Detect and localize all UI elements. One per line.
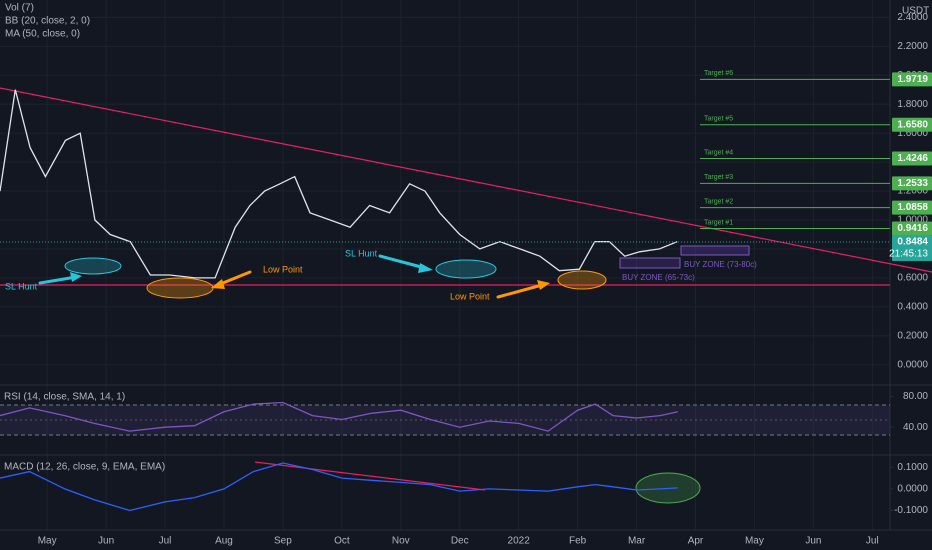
x-tick-label: Oct (334, 536, 350, 547)
target-label: Target #6 (704, 70, 733, 77)
pane-title: RSI (14, close, SMA, 14, 1) (4, 392, 125, 403)
target-label: Target #2 (704, 198, 733, 205)
price-label: 1.0858 (897, 202, 928, 213)
pane-title: MACD (12, 26, close, 9, EMA, EMA) (4, 462, 165, 473)
annotation: BUY ZONE (73-80c) (684, 260, 757, 269)
y-tick-label: 80.00 (903, 391, 928, 402)
x-tick-label: Dec (451, 536, 469, 547)
x-tick-label: Nov (392, 536, 410, 547)
legend-item: MA (50, close, 0) (5, 29, 80, 40)
x-tick-label: Mar (628, 536, 646, 547)
y-tick-label: 0.2000 (897, 330, 928, 341)
last-price-bg (892, 234, 932, 261)
arrow-head (418, 263, 433, 273)
price-line (0, 89, 678, 279)
y-tick-label: 0.1000 (897, 462, 928, 473)
price-label-bg (892, 151, 932, 166)
target-label: Target #1 (704, 219, 733, 226)
price-label-bg (892, 72, 932, 87)
arrow (38, 275, 78, 285)
macd-trend-line (254, 461, 486, 491)
x-tick-label: May (38, 536, 57, 547)
arrow (216, 270, 252, 287)
price-label: 0.9416 (897, 223, 928, 234)
legend-item: Vol (7) (5, 3, 34, 14)
y-tick-label: 1.2000 (897, 186, 928, 197)
y-tick-label: 40.00 (903, 422, 928, 433)
y-tick-label: 1.0000 (897, 215, 928, 226)
y-tick-label: 0.0000 (897, 359, 928, 370)
arrow-head (211, 279, 225, 289)
y-tick-label: 1.8000 (897, 99, 928, 110)
x-tick-label: Sep (274, 536, 292, 547)
highlight (435, 259, 497, 279)
price-label: 1.6580 (897, 119, 928, 130)
price-label: 1.9719 (897, 74, 928, 85)
currency: USDT (902, 6, 929, 17)
x-tick-label: Jun (98, 536, 114, 547)
price-label-bg (892, 117, 932, 132)
annotation: SL Hunt (345, 248, 378, 258)
y-tick-label: -0.1000 (894, 505, 928, 516)
target-label: Target #5 (704, 116, 733, 123)
price-line (0, 401, 678, 432)
x-tick-label: Apr (688, 536, 704, 547)
buy-zone (680, 245, 750, 256)
trend-line (0, 87, 932, 273)
last-price-label: 0.8484 (897, 237, 928, 248)
annotation: Low Point (450, 291, 490, 301)
x-tick-label: Jul (866, 536, 879, 547)
x-tick-label: Feb (569, 536, 587, 547)
annotation: SL Hunt (5, 281, 38, 291)
x-tick-label: 2022 (508, 536, 531, 547)
y-tick-label: 2.4000 (897, 12, 928, 23)
x-tick-label: Aug (215, 536, 233, 547)
x-tick-label: Jun (805, 536, 821, 547)
price-label-bg (892, 221, 932, 236)
legend-item: BB (20, close, 2, 0) (5, 16, 90, 27)
grid (0, 0, 890, 530)
highlight (146, 277, 214, 299)
price-label-bg (892, 200, 932, 215)
arrow-head (70, 272, 82, 282)
price-label: 1.2533 (897, 178, 928, 189)
x-tick-label: May (745, 536, 764, 547)
target-label: Target #4 (704, 149, 733, 156)
y-tick-label: 2.2000 (897, 41, 928, 52)
price-line (0, 462, 678, 512)
buy-zone (619, 257, 681, 269)
countdown: 21:45:13 (889, 249, 928, 260)
highlight (557, 270, 607, 290)
arrow (378, 254, 427, 270)
y-tick-label: 0.6000 (897, 273, 928, 284)
arrow-head (537, 280, 550, 290)
price-label-bg (892, 176, 932, 191)
x-tick-label: Jul (159, 536, 172, 547)
y-tick-label: 0.4000 (897, 301, 928, 312)
target-label: Target #3 (704, 174, 733, 181)
price-label: 1.4246 (897, 153, 928, 164)
annotation: BUY ZONE (65-73c) (622, 273, 695, 282)
arrow (496, 283, 544, 299)
highlight (64, 257, 122, 275)
y-tick-label: 1.6000 (897, 128, 928, 139)
annotation: Low Point (263, 264, 303, 274)
y-tick-label: 0.0000 (897, 484, 928, 495)
